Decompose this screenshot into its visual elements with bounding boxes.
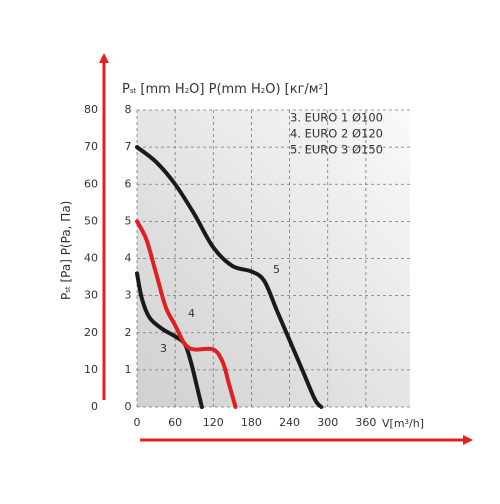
y2-tick-label: 0 — [125, 400, 132, 413]
top-axis-label-part: 2 — [185, 87, 189, 95]
curve — [135, 145, 324, 409]
y-tick-label: 70 — [84, 140, 98, 153]
top-axis-label: Pst [mm H2O] P(mm H2O) [кг/м2] — [122, 82, 328, 97]
x-axis-label-part: V[m — [382, 417, 405, 430]
y-tick-label: 40 — [84, 252, 98, 265]
legend-entry: 4. EURO 2 Ø120 — [290, 127, 383, 141]
y-axis-label-part: st — [64, 286, 72, 293]
y2-tick-label: 8 — [125, 103, 132, 116]
y2-tick-label: 4 — [125, 252, 132, 265]
x-axis-label-part: 3 — [405, 418, 409, 426]
legend-entry: 3. EURO 1 Ø100 — [290, 111, 383, 125]
top-axis-label-part: [mm H — [136, 82, 184, 97]
x-tick-label: 360 — [355, 416, 376, 429]
y-tick-label: 20 — [84, 326, 98, 339]
x-tick-label: 120 — [203, 416, 224, 429]
y-axis-label-part: [Pa] P(Pa, Па) — [59, 201, 73, 287]
curve — [135, 219, 238, 409]
x-tick-label: 240 — [279, 416, 300, 429]
x-axis-label: V[m3/h] — [382, 417, 424, 430]
plot-area — [137, 110, 410, 407]
y2-tick-label: 5 — [125, 214, 132, 227]
top-axis-label-part: st — [130, 87, 137, 95]
y-tick-label: 0 — [91, 400, 98, 413]
y2-tick-label: 3 — [125, 289, 132, 302]
y-axis-label: Pst [Pa] P(Pa, Па) — [59, 201, 73, 300]
curve-label: 4 — [188, 307, 195, 320]
curve — [135, 271, 204, 409]
y-tick-label: 60 — [84, 177, 98, 190]
curve-label: 5 — [273, 263, 280, 276]
top-axis-label-part: O) [кг/м — [265, 82, 318, 97]
y-axis-label-part: P — [59, 293, 73, 300]
y-tick-label: 80 — [84, 103, 98, 116]
y2-tick-label: 6 — [125, 177, 132, 190]
x-tick-label: 0 — [134, 416, 141, 429]
x-tick-label: 180 — [241, 416, 262, 429]
x-tick-label: 300 — [317, 416, 338, 429]
y-tick-label: 50 — [84, 214, 98, 227]
y-tick-label: 30 — [84, 289, 98, 302]
top-axis-label-part: P — [122, 82, 130, 97]
y2-tick-label: 1 — [125, 363, 132, 376]
legend-entry: 5. EURO 3 Ø150 — [290, 143, 383, 157]
top-axis-label-part: 2 — [261, 87, 265, 95]
x-tick-label: 60 — [168, 416, 182, 429]
y-tick-label: 10 — [84, 363, 98, 376]
top-axis-label-part: 2 — [319, 83, 323, 91]
top-axis-label-part: O] P(mm H — [189, 82, 261, 97]
curve-label: 3 — [160, 342, 167, 355]
x-axis-label-part: /h] — [409, 417, 424, 430]
y2-tick-label: 7 — [125, 140, 132, 153]
y2-tick-label: 2 — [125, 326, 132, 339]
top-axis-label-part: ] — [323, 82, 328, 97]
